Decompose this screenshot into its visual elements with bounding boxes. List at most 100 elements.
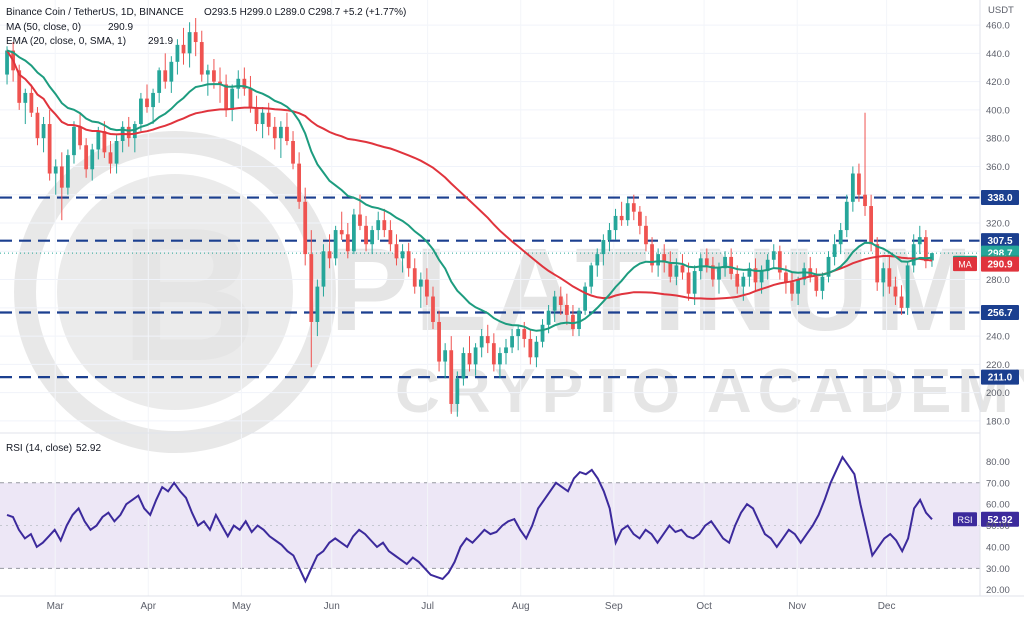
candle[interactable] [625,197,630,226]
candle[interactable] [869,194,873,252]
candle[interactable] [345,223,350,259]
candle[interactable] [491,333,496,372]
candle[interactable] [248,75,253,113]
candle[interactable] [285,112,289,146]
candle[interactable] [619,201,624,226]
candle[interactable] [388,220,393,252]
candle[interactable] [711,256,715,287]
candle[interactable] [838,223,843,255]
candle[interactable] [844,194,849,238]
candle[interactable] [857,163,861,202]
candle[interactable] [96,126,101,160]
candle[interactable] [145,84,149,113]
candle[interactable] [540,319,545,348]
candle[interactable] [382,208,387,238]
candle[interactable] [863,112,867,216]
time-axis[interactable]: Mar Apr May Jun Jul Aug Sep Oct Nov Dec [47,601,896,612]
candle[interactable] [333,225,338,266]
candle[interactable] [102,121,107,158]
candle[interactable] [479,329,484,358]
candle[interactable] [5,46,9,85]
candle[interactable] [400,244,405,273]
candle[interactable] [29,84,34,117]
candle[interactable] [35,107,40,146]
candle[interactable] [309,230,314,368]
candle[interactable] [242,67,247,96]
candle[interactable] [132,121,137,153]
candle[interactable] [114,135,119,174]
candle[interactable] [193,18,198,57]
candle[interactable] [911,234,916,273]
candle[interactable] [650,237,654,273]
candle[interactable] [498,347,502,379]
candle[interactable] [796,276,800,305]
candle[interactable] [23,88,28,125]
candle[interactable] [205,64,210,96]
candle[interactable] [181,27,186,65]
candle[interactable] [485,324,490,354]
candle[interactable] [723,251,727,277]
candle[interactable] [473,343,478,376]
candle[interactable] [437,310,441,372]
candle[interactable] [260,107,265,139]
candle[interactable] [832,234,837,266]
candle[interactable] [272,116,277,150]
candle[interactable] [905,262,910,315]
candle[interactable] [589,262,594,294]
candle[interactable] [187,22,192,68]
candle[interactable] [771,244,776,269]
candle[interactable] [516,324,521,351]
candle[interactable] [613,208,618,240]
candle[interactable] [291,131,295,170]
candle[interactable] [163,53,168,89]
candle[interactable] [528,329,533,365]
candle[interactable] [41,116,46,153]
candle[interactable] [84,138,89,178]
candle[interactable] [315,279,320,337]
candle[interactable] [370,225,375,255]
candle[interactable] [601,234,606,266]
candle[interactable] [923,230,928,269]
candle[interactable] [449,336,454,414]
candle[interactable] [552,290,557,322]
candles[interactable] [5,18,934,417]
candle[interactable] [595,248,600,277]
candle[interactable] [72,121,76,164]
candle[interactable] [631,194,636,221]
candle[interactable] [151,88,155,125]
candle[interactable] [254,95,259,132]
candle[interactable] [564,293,569,325]
candle[interactable] [108,141,113,174]
candle[interactable] [59,152,64,221]
candle[interactable] [169,56,174,93]
candle[interactable] [686,262,691,301]
candle[interactable] [753,258,758,291]
candle[interactable] [321,244,326,297]
candle[interactable] [765,254,770,280]
candle[interactable] [376,211,381,240]
candle[interactable] [364,215,368,252]
candle[interactable] [790,272,794,301]
candle[interactable] [406,242,411,277]
candle[interactable] [735,265,740,294]
candle[interactable] [467,336,472,372]
candle[interactable] [425,268,429,305]
candle[interactable] [339,211,344,240]
candle[interactable] [199,30,204,82]
candle[interactable] [644,215,648,252]
candle[interactable] [175,39,180,75]
rsi-axis[interactable]: 20.00 30.00 40.00 50.00 60.00 70.00 80.00 [986,457,1010,596]
candle[interactable] [351,208,356,255]
candle[interactable] [583,282,588,315]
candle[interactable] [656,248,661,277]
candle[interactable] [412,258,417,294]
candle[interactable] [917,225,922,255]
candle[interactable] [637,206,642,235]
candle[interactable] [126,116,131,147]
candle[interactable] [558,286,563,315]
candle[interactable] [826,251,831,283]
candle[interactable] [443,343,448,379]
candle[interactable] [461,347,466,386]
candle[interactable] [230,84,235,122]
candle[interactable] [607,223,612,252]
